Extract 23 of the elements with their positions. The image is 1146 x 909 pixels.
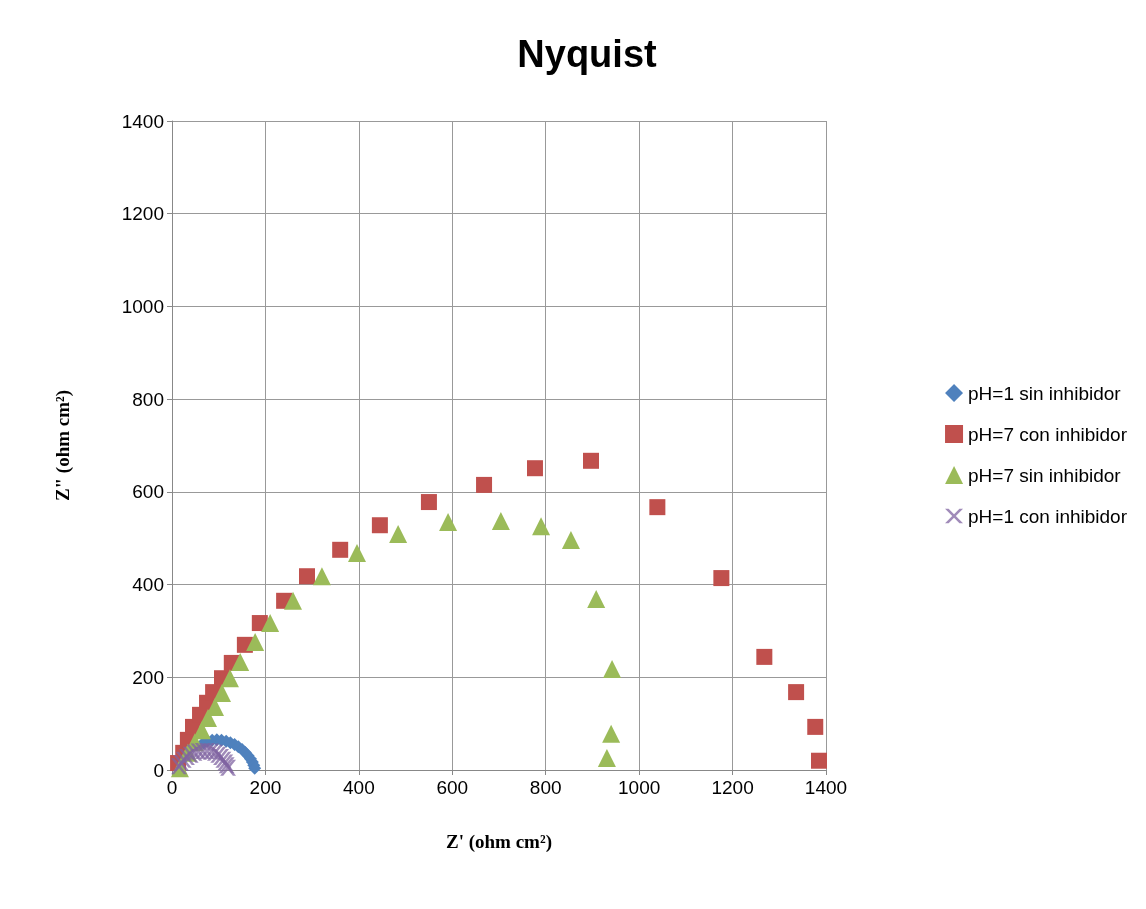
y-tick-label: 400	[132, 574, 164, 596]
legend-label: pH=1 sin inhibidor	[968, 382, 1122, 404]
y-tick-label: 0	[153, 759, 164, 781]
x-tick-label: 200	[249, 777, 282, 798]
y-tick-label: 600	[132, 481, 164, 503]
y-tick-label: 1400	[121, 110, 164, 132]
legend-label: pH=7 con inhibidor	[968, 423, 1128, 445]
y-tick-label: 1000	[121, 295, 164, 317]
legend-label: pH=1 con inhibidor	[968, 505, 1128, 527]
x-axis-title: Z' (ohm cm²)	[446, 831, 552, 853]
chart-title: Nyquist	[517, 33, 658, 75]
x-tick-label: 0	[166, 777, 178, 798]
x-tick-label: 1400	[804, 777, 848, 798]
x-tick-label: 1000	[618, 777, 661, 798]
y-tick-label: 200	[132, 666, 164, 688]
legend-label: pH=7 sin inhibidor	[968, 464, 1122, 486]
y-axis-title: Z" (ohm cm²)	[52, 389, 74, 502]
x-tick-label: 800	[529, 777, 562, 798]
x-tick-label: 600	[436, 777, 469, 798]
y-tick-label: 800	[132, 388, 164, 410]
y-tick-label: 1200	[121, 203, 164, 225]
x-tick-label: 400	[343, 777, 375, 798]
x-tick-label: 1200	[711, 777, 754, 798]
